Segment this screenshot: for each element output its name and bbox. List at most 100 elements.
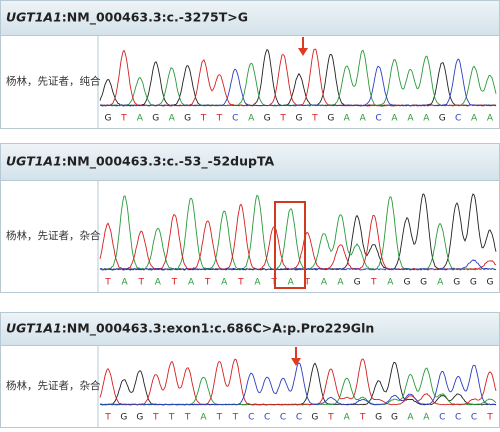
base-call: T xyxy=(152,413,159,423)
base-call: C xyxy=(296,413,302,423)
base-call: A xyxy=(360,114,367,124)
base-call: C xyxy=(264,413,270,423)
panel-title: UGT1A1:NM_000463.3:c.-53_-52dupTA xyxy=(6,153,275,169)
panel-header xyxy=(0,0,500,36)
base-call: T xyxy=(232,413,239,423)
base-call: T xyxy=(327,413,334,423)
base-call: T xyxy=(120,114,127,124)
variant: :NM_000463.3:exon1:c.686C>A:p.Pro229Gln xyxy=(62,320,374,336)
base-call: G xyxy=(296,114,303,124)
base-call: G xyxy=(375,413,382,423)
base-call: A xyxy=(437,278,444,288)
base-call: A xyxy=(200,413,207,423)
trace xyxy=(99,259,497,271)
panel-body xyxy=(0,35,500,129)
trace xyxy=(99,358,497,406)
base-call: T xyxy=(304,278,311,288)
marker-box xyxy=(274,201,306,289)
variant: :NM_000463.3:c.-53_-52dupTA xyxy=(62,153,275,169)
base-call: A xyxy=(169,114,176,124)
panel-title: UGT1A1:NM_000463.3:c.-3275T>G xyxy=(6,9,248,25)
base-call: T xyxy=(370,278,377,288)
base-call: G xyxy=(184,114,191,124)
base-call: A xyxy=(254,278,261,288)
base-call: A xyxy=(407,114,414,124)
base-call: T xyxy=(171,278,178,288)
base-call: G xyxy=(120,413,127,423)
base-call: A xyxy=(248,114,255,124)
base-call: T xyxy=(168,413,175,423)
base-call: A xyxy=(344,413,351,423)
base-call: G xyxy=(152,114,159,124)
base-call: G xyxy=(311,413,318,423)
trace xyxy=(99,362,497,406)
variant: :NM_000463.3:c.-3275T>G xyxy=(62,9,248,25)
base-call: G xyxy=(470,278,477,288)
panel-header xyxy=(0,312,500,346)
sample-label: 杨林，先证者，纯合 xyxy=(6,75,101,88)
marker-arrowhead xyxy=(291,358,301,366)
sample-label: 杨林，先证者，杂合 xyxy=(6,229,101,242)
base-call: T xyxy=(104,278,111,288)
panel-body xyxy=(0,180,500,293)
base-call: C xyxy=(280,413,286,423)
base-call: A xyxy=(188,278,195,288)
gene-name: UGT1A1 xyxy=(6,9,62,24)
base-call: C xyxy=(232,114,238,124)
base-call: T xyxy=(184,413,191,423)
base-call: G xyxy=(136,413,143,423)
base-call: G xyxy=(264,114,271,124)
base-call: T xyxy=(311,114,318,124)
base-call: A xyxy=(423,114,430,124)
base-call: G xyxy=(105,114,112,124)
base-call: A xyxy=(407,413,414,423)
base-call: A xyxy=(387,278,394,288)
base-call: A xyxy=(487,114,494,124)
gene-name: UGT1A1 xyxy=(6,153,62,168)
base-call: G xyxy=(487,278,494,288)
base-call: T xyxy=(270,278,277,288)
base-call: T xyxy=(200,114,207,124)
trace xyxy=(99,58,497,107)
base-call: T xyxy=(486,413,493,423)
base-call: C xyxy=(248,413,254,423)
base-call: C xyxy=(455,413,461,423)
base-call: A xyxy=(344,114,351,124)
base-call: G xyxy=(391,413,398,423)
base-call: T xyxy=(216,413,223,423)
base-call: A xyxy=(137,114,144,124)
marker-arrowhead xyxy=(298,48,308,56)
gene-name: UGT1A1 xyxy=(6,320,62,335)
base-call: A xyxy=(122,278,129,288)
base-call: A xyxy=(423,413,430,423)
base-call: A xyxy=(288,278,295,288)
base-call: T xyxy=(104,413,111,423)
panel-title: UGT1A1:NM_000463.3:exon1:c.686C>A:p.Pro2… xyxy=(6,320,374,336)
base-call: A xyxy=(221,278,228,288)
trace xyxy=(99,48,497,107)
base-call: G xyxy=(327,114,334,124)
base-call: A xyxy=(337,278,344,288)
base-call: C xyxy=(455,114,461,124)
base-call: T xyxy=(279,114,286,124)
base-call: G xyxy=(453,278,460,288)
base-call: A xyxy=(321,278,328,288)
base-call: A xyxy=(471,114,478,124)
base-call: T xyxy=(204,278,211,288)
base-call: C xyxy=(471,413,477,423)
sample-label: 杨林，先证者，杂合 xyxy=(6,379,101,392)
base-call: G xyxy=(420,278,427,288)
base-call: T xyxy=(359,413,366,423)
base-call: T xyxy=(216,114,223,124)
base-call: C xyxy=(439,413,445,423)
base-call: T xyxy=(237,278,244,288)
base-call: T xyxy=(137,278,144,288)
base-call: A xyxy=(391,114,398,124)
panel-header xyxy=(0,143,500,181)
base-call: A xyxy=(155,278,162,288)
base-call: G xyxy=(354,278,361,288)
base-call: G xyxy=(403,278,410,288)
base-call: C xyxy=(375,114,381,124)
